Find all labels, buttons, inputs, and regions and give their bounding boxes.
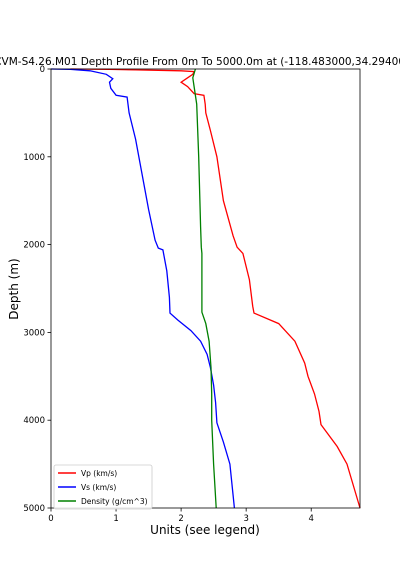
y-tick-label: 5000 — [23, 504, 45, 514]
legend-label-2: Density (g/cm^3) — [81, 497, 148, 506]
plot-area: 0 1 2 3 4 0 1000 2000 3000 4000 5000 — [23, 65, 361, 524]
x-tick-label: 3 — [243, 514, 248, 524]
y-tick-label: 1000 — [23, 153, 45, 163]
y-tick-label: 2000 — [23, 241, 45, 251]
legend-label-1: Vs (km/s) — [81, 483, 116, 492]
y-axis-label: Depth (m) — [7, 258, 21, 319]
series-line-1 — [50, 68, 236, 509]
legend: Vp (km/s) Vs (km/s) Density (g/cm^3) — [53, 464, 153, 510]
chart-title: CVM-S4.26.M01 Depth Profile From 0m To 5… — [0, 56, 400, 68]
x-tick-label: 2 — [178, 514, 183, 524]
x-tick-label: 1 — [113, 514, 118, 524]
legend-label-0: Vp (km/s) — [81, 469, 117, 478]
axes-frame — [50, 68, 361, 509]
y-tick-label: 3000 — [23, 328, 45, 338]
x-axis-label: Units (see legend) — [150, 523, 260, 537]
y-tick-label: 0 — [40, 65, 45, 75]
legend-box — [53, 464, 153, 510]
series-line-2 — [192, 68, 217, 509]
series-line-0 — [70, 68, 361, 509]
x-tick-label: 4 — [308, 514, 313, 524]
y-tick-label: 4000 — [23, 416, 45, 426]
x-tick-label: 0 — [48, 514, 53, 524]
